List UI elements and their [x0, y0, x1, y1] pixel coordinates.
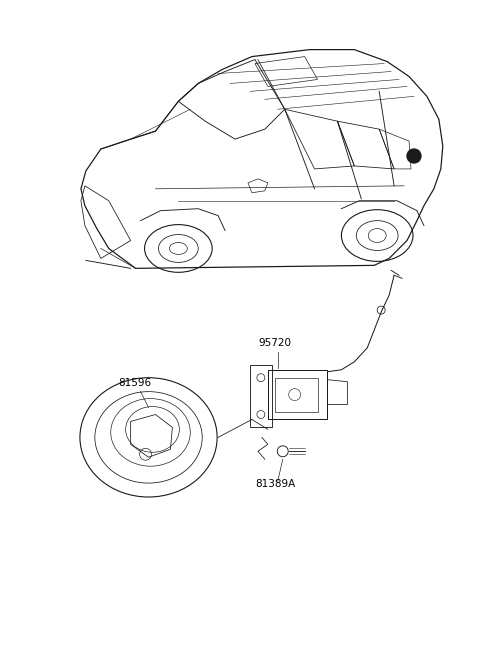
- Text: 81596: 81596: [119, 378, 152, 388]
- Text: 81389A: 81389A: [255, 479, 295, 489]
- Text: 95720: 95720: [258, 338, 291, 348]
- Circle shape: [407, 149, 421, 163]
